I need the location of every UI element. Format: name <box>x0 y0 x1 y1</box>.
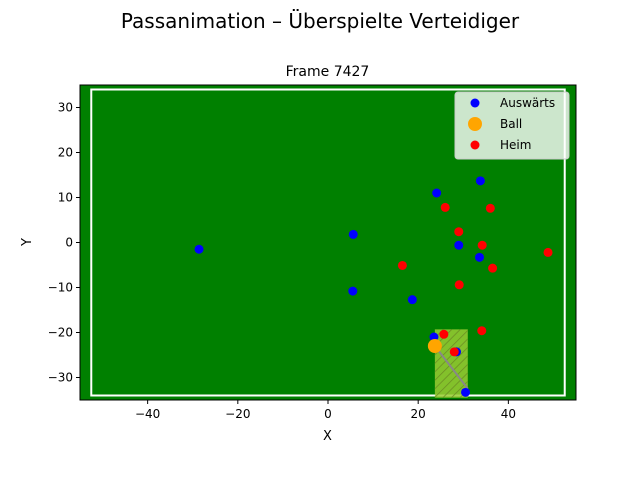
y-tick-label: −20 <box>48 326 73 340</box>
data-point <box>432 188 442 198</box>
legend-label: Heim <box>500 138 531 152</box>
legend-label: Auswärts <box>500 96 555 110</box>
data-point <box>454 227 464 237</box>
pass-line <box>434 345 469 390</box>
x-axis-label: X <box>323 429 332 444</box>
series-2 <box>397 202 553 357</box>
data-point <box>485 203 495 213</box>
data-point <box>543 247 553 257</box>
x-tick-label: −40 <box>135 407 160 421</box>
data-point <box>454 240 464 250</box>
y-axis: −30 −20 −10 0 10 20 30 <box>48 101 80 385</box>
data-point <box>475 252 485 262</box>
legend-marker <box>470 98 480 108</box>
data-point <box>348 286 358 296</box>
x-tick-label: 0 <box>324 407 332 421</box>
data-point <box>477 326 487 336</box>
y-tick-label: 20 <box>58 146 73 160</box>
data-point <box>439 329 449 339</box>
figure-title: Passanimation – Überspielte Verteidiger <box>121 9 520 33</box>
data-point <box>194 244 204 254</box>
pitch-boundary <box>90 88 566 397</box>
data-point <box>488 263 498 273</box>
data-point <box>407 295 417 305</box>
y-tick-label: 10 <box>58 191 73 205</box>
data-point <box>348 229 358 239</box>
legend-marker <box>468 117 482 131</box>
data-point <box>427 339 442 353</box>
data-point <box>397 260 407 270</box>
data-point <box>449 347 459 357</box>
plot-content <box>90 88 566 398</box>
legend-label: Ball <box>500 117 522 131</box>
legend-marker <box>470 140 480 150</box>
legend: Auswärts Ball Heim <box>454 91 570 160</box>
x-tick-label: 20 <box>411 407 426 421</box>
x-tick-label: 40 <box>501 407 516 421</box>
y-tick-label: −30 <box>48 371 73 385</box>
series-1 <box>427 339 442 353</box>
y-tick-label: 30 <box>58 101 73 115</box>
y-tick-label: 0 <box>65 236 73 250</box>
data-point <box>477 240 487 250</box>
y-axis-label: Y <box>20 238 35 247</box>
legend-box <box>454 91 570 160</box>
data-point <box>454 280 464 290</box>
x-axis: −40 −20 0 20 40 <box>135 400 516 421</box>
x-tick-label: −20 <box>225 407 250 421</box>
data-point <box>475 176 485 186</box>
axes-title: Frame 7427 <box>286 64 370 80</box>
highlight-zone-hatch <box>434 329 468 398</box>
data-point <box>440 202 450 212</box>
data-point <box>461 387 471 397</box>
y-tick-label: −10 <box>48 281 73 295</box>
